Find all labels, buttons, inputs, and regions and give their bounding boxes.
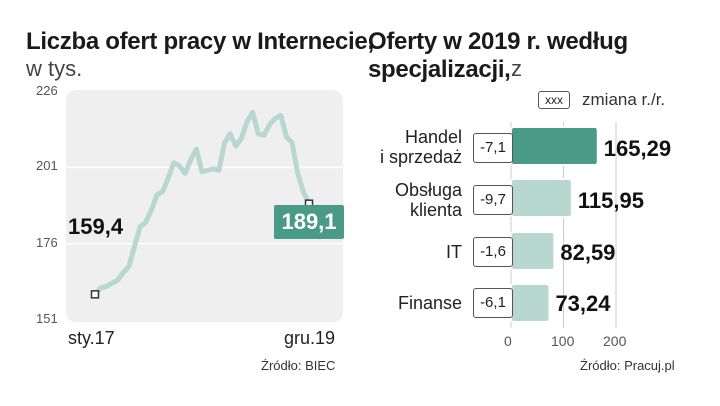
yoy-change-box: -7,1 (473, 133, 513, 163)
line-chart-panel (66, 90, 343, 322)
bar-value-label: 115,95 (577, 188, 644, 213)
bar-x-tick: 100 (551, 333, 575, 349)
category-label: Handel i sprzedaż (380, 127, 462, 167)
yoy-change-box: -1,6 (473, 237, 513, 267)
left-chart-title: Liczba ofert pracy w Internecie, (26, 28, 374, 55)
category-label-line: Handel (404, 127, 462, 147)
y-tick-label: 226 (36, 83, 58, 98)
right-source: Źródło: Pracuj.pl (580, 358, 675, 373)
yoy-change-box: -6,1 (473, 288, 513, 318)
category-label-line: IT (446, 242, 462, 262)
category-label: Obsługa klienta (395, 180, 462, 220)
legend-box: xxx (538, 91, 570, 109)
category-label-line: Obsługa (394, 180, 462, 200)
x-tick-label-start: sty.17 (68, 328, 115, 348)
start-point-marker (90, 290, 100, 299)
category-label: IT (446, 242, 462, 262)
y-tick-label: 176 (36, 234, 58, 250)
right-chart-title-line1: Oferty w 2019 r. według (368, 28, 628, 55)
left-chart-unit: w tys. (26, 56, 83, 81)
y-tick-label: 151 (36, 311, 58, 326)
category-label-line: klienta (409, 200, 462, 220)
left-source: Źródło: BIEC (261, 358, 336, 373)
legend-label: zmiana r./r. (582, 90, 666, 109)
line-series (92, 109, 312, 297)
bar-value-label: 82,59 (560, 240, 616, 265)
category-label: Finanse (398, 293, 462, 313)
y-tick-label: 201 (36, 158, 58, 174)
bar-value-label: 165,29 (603, 136, 672, 161)
right-chart-title-line2: specjalizacji, (368, 56, 511, 83)
bar-value-label: 73,24 (555, 291, 611, 316)
bar-x-tick: 0 (504, 333, 512, 349)
category-label-line: i sprzedaż (379, 147, 462, 167)
category-label-line: Finanse (397, 293, 462, 313)
yoy-change-box: -9,7 (473, 185, 513, 215)
end-value-badge: 189,1 (274, 205, 344, 239)
start-value-label: 159,4 (68, 214, 124, 239)
bar-x-tick: 200 (603, 333, 627, 349)
x-tick-label-end: gru.19 (284, 328, 336, 348)
right-chart-unit: z (511, 56, 522, 81)
